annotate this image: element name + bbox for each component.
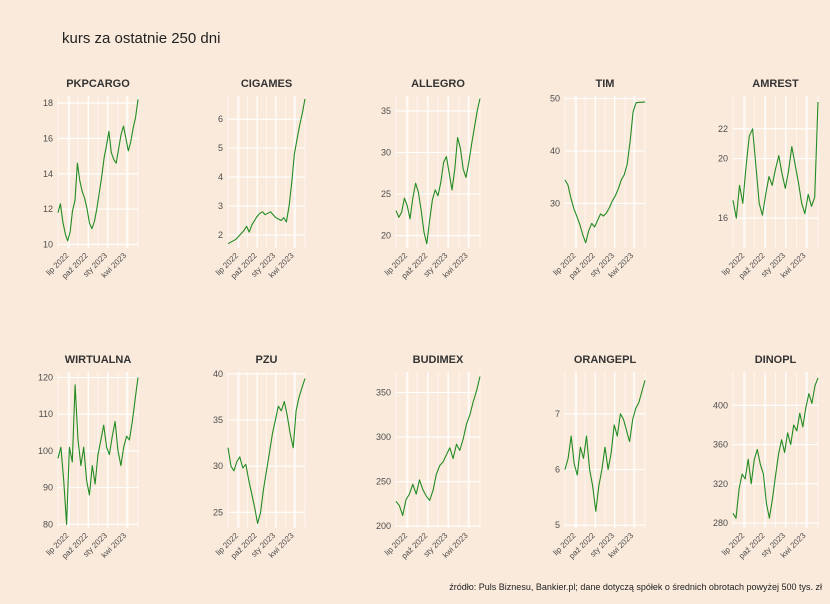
y-tick-label: 40 (213, 369, 223, 379)
y-tick-label: 300 (376, 432, 391, 442)
y-tick-label: 20 (718, 154, 728, 164)
y-tick-label: 6 (218, 114, 223, 124)
y-tick-label: 7 (555, 409, 560, 419)
y-tick-label: 14 (43, 169, 53, 179)
panel-title: PKPCARGO (66, 78, 130, 90)
y-tick-label: 35 (213, 415, 223, 425)
y-tick-label: 400 (713, 400, 728, 410)
y-tick-label: 5 (218, 143, 223, 153)
y-tick-label: 6 (555, 465, 560, 475)
panel-title: AMREST (752, 78, 799, 90)
y-tick-label: 120 (38, 373, 53, 383)
y-tick-label: 30 (381, 147, 391, 157)
series-line (227, 378, 306, 524)
y-tick-label: 16 (718, 213, 728, 223)
y-tick-label: 35 (381, 106, 391, 116)
y-tick-label: 30 (213, 461, 223, 471)
panel-title: TIM (596, 78, 615, 90)
series-line (227, 98, 306, 245)
y-tick-label: 90 (43, 483, 53, 493)
y-tick-label: 200 (376, 521, 391, 531)
series-line (395, 98, 481, 245)
y-tick-label: 2 (218, 230, 223, 240)
y-tick-label: 250 (376, 477, 391, 487)
y-tick-label: 80 (43, 519, 53, 529)
y-tick-label: 50 (550, 94, 560, 104)
y-tick-label: 20 (381, 231, 391, 241)
y-tick-label: 360 (713, 440, 728, 450)
y-tick-label: 16 (43, 133, 53, 143)
y-tick-label: 320 (713, 479, 728, 489)
panel-title: DINOPL (755, 354, 797, 366)
series-line (57, 377, 139, 525)
y-tick-label: 4 (218, 172, 223, 182)
y-tick-label: 40 (550, 146, 560, 156)
y-tick-label: 5 (555, 520, 560, 530)
y-tick-label: 100 (38, 446, 53, 456)
y-tick-label: 22 (718, 124, 728, 134)
y-tick-label: 25 (381, 189, 391, 199)
series-line (57, 99, 139, 242)
y-tick-label: 3 (218, 201, 223, 211)
y-tick-label: 12 (43, 204, 53, 214)
series-line (564, 101, 646, 244)
y-tick-label: 30 (550, 198, 560, 208)
panel-title: ALLEGRO (411, 78, 465, 90)
series-line (732, 377, 819, 519)
y-tick-label: 25 (213, 507, 223, 517)
source-caption: źródło: Puls Biznesu, Bankier.pl; dane d… (449, 582, 822, 592)
page-title: kurs za ostatnie 250 dni (62, 30, 221, 47)
y-tick-label: 10 (43, 239, 53, 249)
series-line (564, 380, 646, 512)
y-tick-label: 18 (43, 98, 53, 108)
panel-title: ORANGEPL (574, 354, 637, 366)
series-line (395, 376, 481, 517)
panel-title: WIRTUALNA (65, 354, 132, 366)
series-line (732, 101, 819, 219)
y-tick-label: 350 (376, 388, 391, 398)
y-tick-label: 280 (713, 518, 728, 528)
panel-title: CIGAMES (241, 78, 292, 90)
panel-title: BUDIMEX (413, 354, 464, 366)
y-tick-label: 110 (39, 409, 53, 419)
panel-title: PZU (256, 354, 278, 366)
